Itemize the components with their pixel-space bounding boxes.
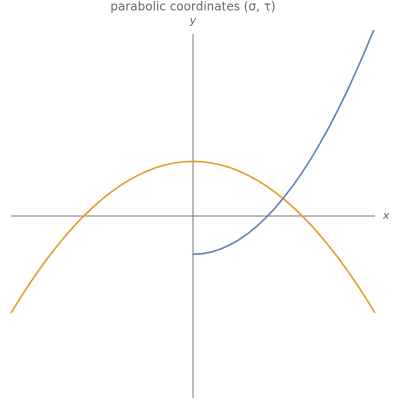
series-line xyxy=(192,30,375,256)
series-line xyxy=(10,160,376,314)
y-axis-label: y xyxy=(189,14,197,27)
x-axis-label: x xyxy=(382,209,390,222)
chart-title: parabolic coordinates (σ, τ) xyxy=(110,0,275,14)
